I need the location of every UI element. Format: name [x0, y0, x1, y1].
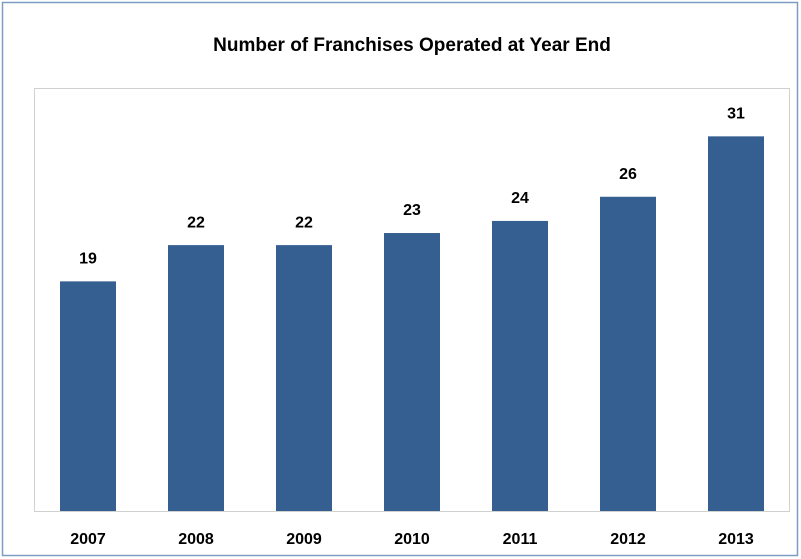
- x-tick-label: 2013: [718, 531, 754, 548]
- x-tick-label: 2010: [394, 531, 430, 548]
- x-tick-label: 2011: [503, 531, 538, 548]
- bar: [492, 220, 548, 511]
- x-tick-label: 2007: [70, 531, 106, 548]
- chart-title: Number of Franchises Operated at Year En…: [213, 35, 611, 56]
- bar: [168, 245, 224, 511]
- data-label: 23: [403, 202, 421, 219]
- data-label: 22: [187, 214, 205, 231]
- data-label: 19: [79, 251, 97, 268]
- data-label: 31: [727, 106, 745, 123]
- data-label: 26: [619, 166, 637, 183]
- x-tick-label: 2008: [178, 531, 214, 548]
- x-tick-label: 2009: [286, 531, 322, 548]
- data-label: 24: [511, 190, 529, 207]
- data-label: 22: [295, 214, 313, 231]
- x-tick-label: 2012: [610, 531, 646, 548]
- bar: [708, 136, 764, 512]
- bar: [384, 233, 440, 511]
- bar: [276, 245, 332, 511]
- bar: [600, 196, 656, 511]
- bar: [60, 281, 116, 511]
